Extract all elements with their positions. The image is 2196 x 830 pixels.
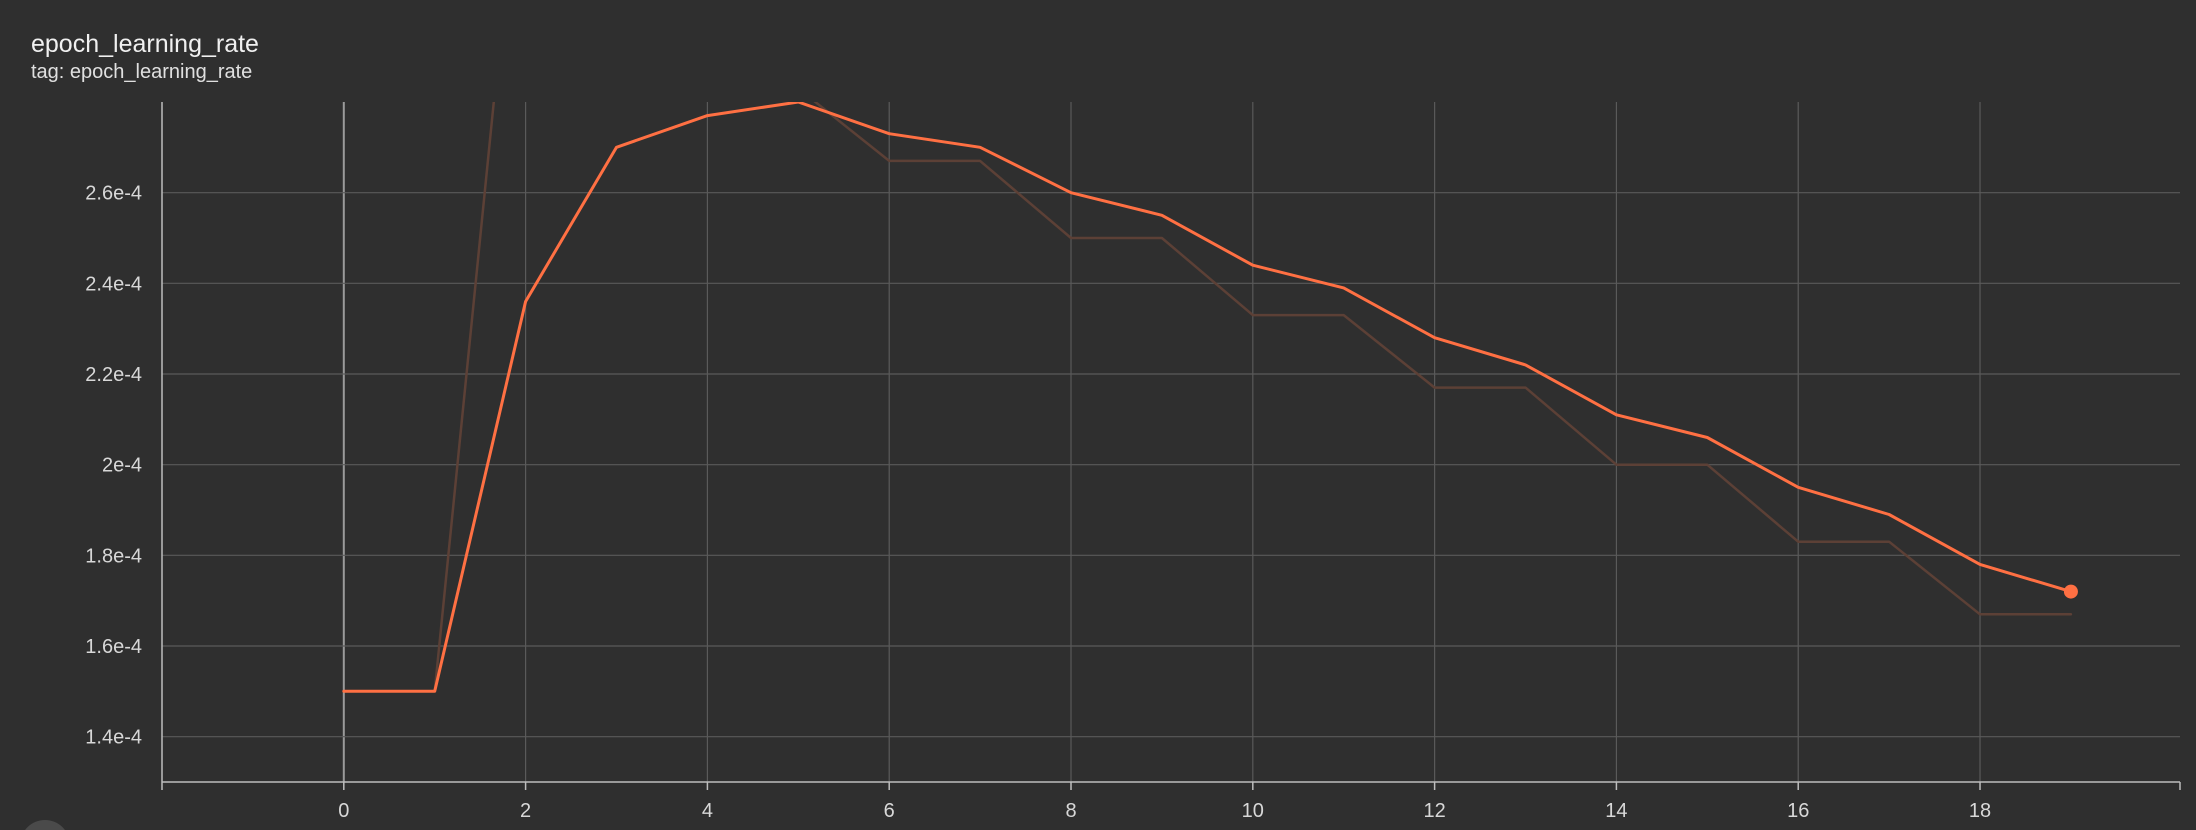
chart-title: epoch_learning_rate [31,30,259,58]
y-tick-label: 1.6e-4 [85,636,142,658]
chart-subtitle: tag: epoch_learning_rate [31,61,253,83]
series-line-raw[interactable] [342,0,2073,693]
x-tick-label: 4 [702,800,713,822]
axes [161,102,2181,790]
x-tick-label: 10 [1242,800,1264,822]
x-tick-label: 16 [1787,800,1809,822]
x-tick-label: 2 [520,800,531,822]
x-tick-label: 18 [1969,800,1991,822]
y-tick-label: 1.4e-4 [85,727,142,749]
series-layer [342,0,2073,693]
series-line-smoothed[interactable] [342,102,2073,693]
y-tick-label: 2.2e-4 [85,364,142,386]
x-tick-label: 8 [1065,800,1076,822]
y-tick-label: 2e-4 [102,455,142,477]
marker-layer [2063,584,2078,599]
tick-labels: 0 2 4 6 8 10 12 14 16 18 1.4e-4 1.6e-4 1.8e-4 2e-4 2.2… [85,183,1991,822]
y-tick-label: 2.6e-4 [85,183,142,205]
grid-lines [162,102,2180,782]
y-tick-label: 2.4e-4 [85,273,142,295]
x-tick-label: 0 [338,800,349,822]
x-tick-label: 6 [884,800,895,822]
x-tick-label: 12 [1423,800,1445,822]
y-tick-label: 1.8e-4 [85,545,142,567]
last-point-marker[interactable] [2063,584,2078,599]
corner-avatar[interactable] [20,820,70,830]
x-tick-label: 14 [1605,800,1627,822]
